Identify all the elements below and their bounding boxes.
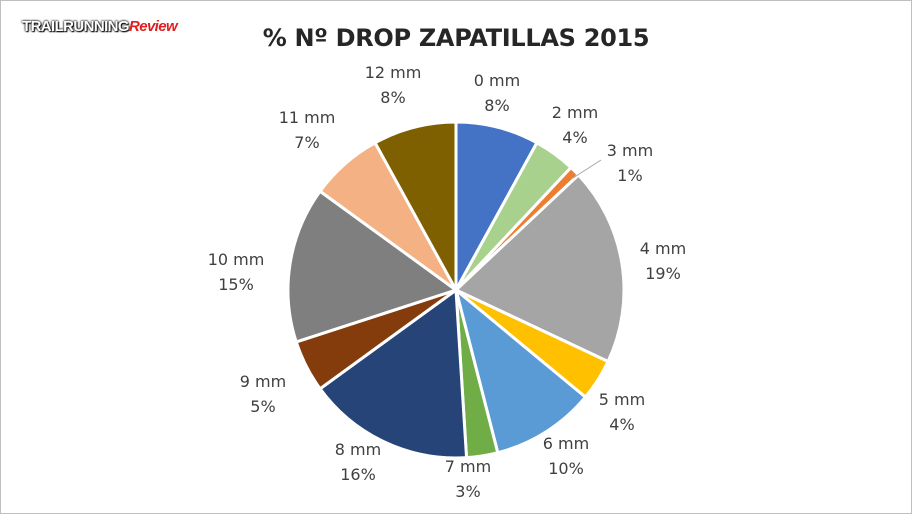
slice-percent-6-mm: 10% bbox=[548, 459, 584, 478]
slice-label-7-mm: 7 mm bbox=[445, 457, 491, 476]
slice-percent-3-mm: 1% bbox=[617, 166, 642, 185]
slice-label-2-mm: 2 mm bbox=[552, 103, 598, 122]
slice-percent-11-mm: 7% bbox=[294, 133, 319, 152]
site-logo: TRAILRUNNINGReview bbox=[22, 18, 178, 35]
slice-label-3-mm: 3 mm bbox=[607, 141, 653, 160]
slice-label-9-mm: 9 mm bbox=[240, 372, 286, 391]
logo-text-trailrunning: TRAILRUNNING bbox=[22, 18, 130, 35]
slice-percent-2-mm: 4% bbox=[562, 128, 587, 147]
pie-slice-8-mm bbox=[318, 288, 469, 460]
slice-percent-8-mm: 16% bbox=[340, 465, 376, 484]
slice-percent-7-mm: 3% bbox=[455, 482, 480, 501]
pie-slice-12-mm bbox=[373, 120, 458, 292]
pie-slice-10-mm bbox=[286, 189, 458, 344]
slice-label-4-mm: 4 mm bbox=[640, 239, 686, 258]
slice-label-8-mm: 8 mm bbox=[335, 440, 381, 459]
slice-label-10-mm: 10 mm bbox=[208, 250, 265, 269]
slice-label-6-mm: 6 mm bbox=[543, 434, 589, 453]
slice-label-5-mm: 5 mm bbox=[599, 390, 645, 409]
slice-label-11-mm: 11 mm bbox=[279, 108, 336, 127]
slice-percent-0-mm: 8% bbox=[484, 96, 509, 115]
slice-percent-9-mm: 5% bbox=[250, 397, 275, 416]
slice-label-0-mm: 0 mm bbox=[474, 71, 520, 90]
slice-percent-5-mm: 4% bbox=[609, 415, 634, 434]
pie-slice-4-mm bbox=[454, 173, 626, 364]
slice-percent-12-mm: 8% bbox=[380, 88, 405, 107]
chart-title: % Nº DROP ZAPATILLAS 2015 bbox=[262, 24, 650, 52]
logo-text-review: Review bbox=[128, 18, 178, 35]
slice-label-12-mm: 12 mm bbox=[365, 63, 422, 82]
slice-percent-4-mm: 19% bbox=[645, 264, 681, 283]
leader-line-3mm bbox=[572, 159, 602, 179]
slice-percent-10-mm: 15% bbox=[218, 275, 254, 294]
